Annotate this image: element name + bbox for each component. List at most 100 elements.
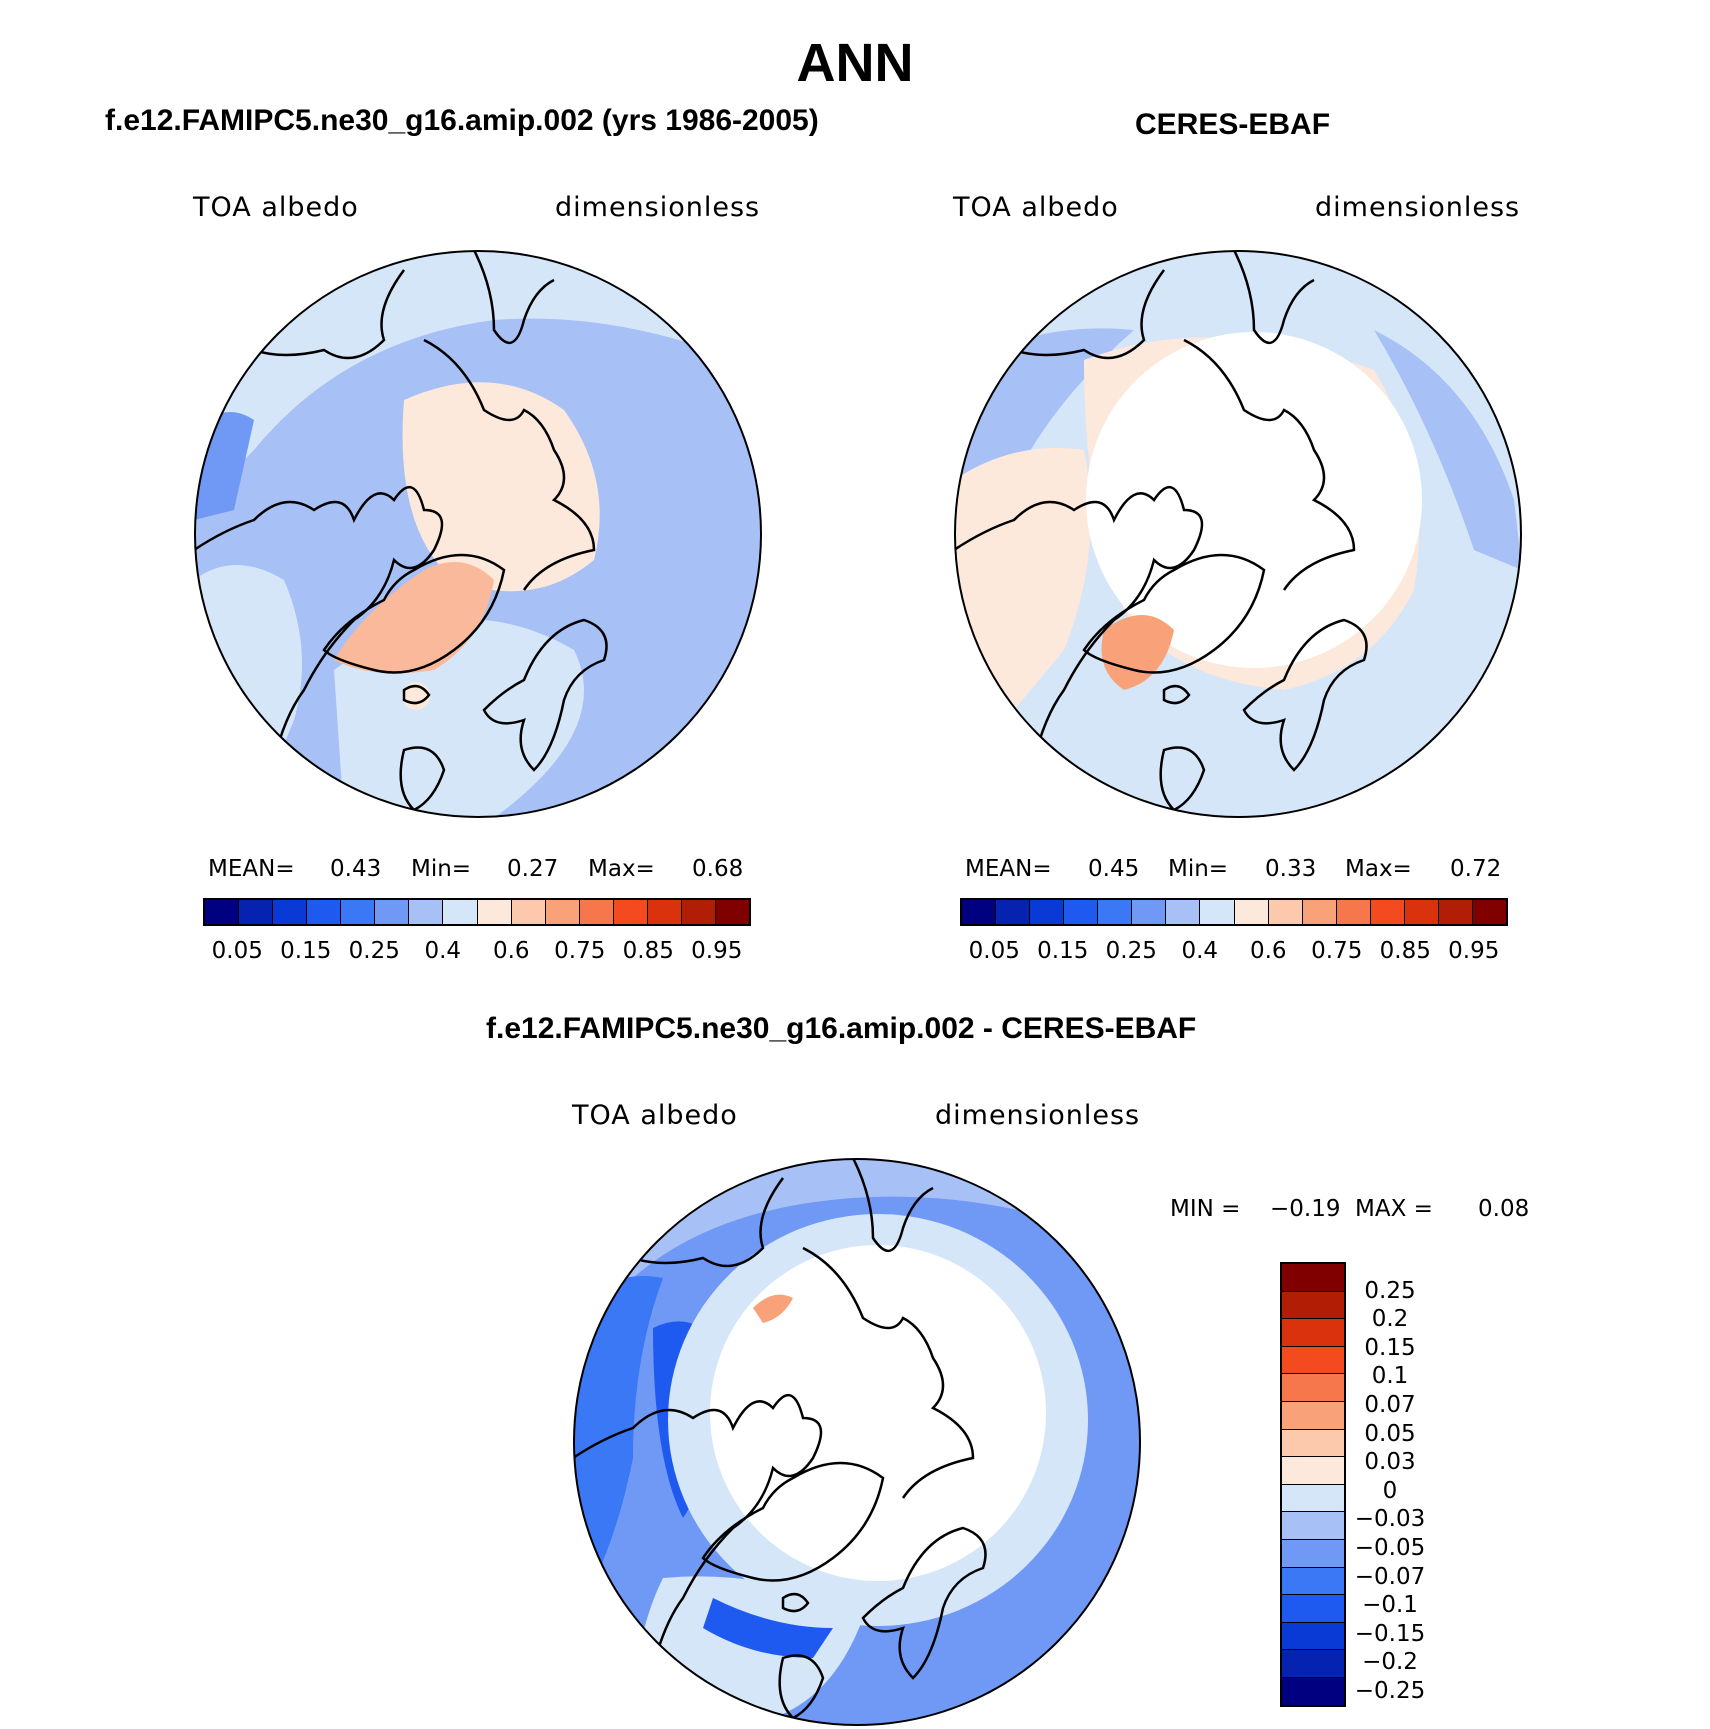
diff-max-label: MAX = — [1355, 1196, 1433, 1222]
colorbar-swatch — [1282, 1346, 1344, 1375]
colorbar-tick-label: 0.6 — [492, 938, 530, 964]
panel-2-max-label: Max= — [1345, 856, 1412, 882]
colorbar-swatch — [579, 900, 614, 924]
colorbar-swatch — [1438, 900, 1473, 924]
colorbar-swatch — [375, 900, 410, 924]
coastlines — [195, 251, 608, 817]
colorbar-tick-label: 0 — [1382, 1477, 1398, 1504]
colorbar-tick-label: −0.07 — [1354, 1563, 1426, 1590]
greenland-region — [334, 562, 494, 674]
colorbar-swatch — [239, 900, 274, 924]
colorbar-tick-label: 0.25 — [1105, 938, 1157, 964]
colorbar-swatch — [647, 900, 682, 924]
colorbar-swatch — [1132, 900, 1167, 924]
colorbar-tick-label: 0.4 — [424, 938, 462, 964]
colorbar-swatch — [1064, 900, 1099, 924]
colorbar-tick-label: 0.05 — [968, 938, 1020, 964]
colorbar-tick-label: 0.1 — [1371, 1363, 1409, 1390]
panel-2-min-label: Min= — [1168, 856, 1229, 882]
colorbar-swatch — [1234, 900, 1269, 924]
figure-title: ANN — [796, 33, 914, 93]
colorbar-tick-label: 0.05 — [1364, 1420, 1416, 1447]
colorbar-swatch — [715, 900, 749, 924]
colorbar-tick-label: −0.25 — [1354, 1678, 1426, 1704]
panel-2-colorbar — [960, 898, 1508, 926]
colorbar-swatch — [1282, 1622, 1344, 1651]
panel-2-mean-value: 0.45 — [1088, 856, 1140, 882]
colorbar-swatch — [511, 900, 546, 924]
colorbar-swatch — [1282, 1429, 1344, 1458]
colorbar-swatch — [1302, 900, 1337, 924]
colorbar-swatch — [1268, 900, 1303, 924]
colorbar-swatch — [1282, 1319, 1344, 1347]
colorbar-swatch — [1282, 1677, 1344, 1705]
panel-2-max-value: 0.72 — [1450, 856, 1502, 882]
colorbar-swatch — [996, 900, 1031, 924]
colorbar-tick-label: 0.25 — [348, 938, 400, 964]
colorbar-swatch — [962, 900, 997, 924]
colorbar-tick-label: 0.15 — [1364, 1334, 1416, 1361]
panel-1-min-label: Min= — [411, 856, 472, 882]
panel-1-variable-label: TOA albedo — [193, 192, 359, 223]
panel-1-mean-label: MEAN= — [208, 856, 295, 882]
siberia-region — [1374, 330, 1521, 570]
panel-1-colorbar — [203, 898, 751, 926]
colorbar-swatch — [1472, 900, 1506, 924]
coastlines — [574, 1159, 987, 1725]
panel-1-polar-map — [194, 250, 762, 818]
colorbar-tick-label: −0.15 — [1354, 1620, 1426, 1647]
colorbar-swatch — [1030, 900, 1065, 924]
panel-2-colorbar-ticks: 0.05 0.15 0.25 0.4 0.6 0.75 0.85 0.95 — [960, 938, 1508, 968]
panel-2-units-label: dimensionless — [1315, 192, 1521, 223]
panel-2-min-value: 0.33 — [1265, 856, 1317, 882]
colorbar-swatch — [409, 900, 444, 924]
diff-min-label: MIN = — [1170, 1196, 1241, 1222]
north-atlantic-diff-deep — [703, 1598, 833, 1658]
panel-2-polar-map — [954, 250, 1522, 818]
panel-1-max-label: Max= — [588, 856, 655, 882]
diff-panel-variable-label: TOA albedo — [572, 1100, 738, 1131]
colorbar-tick-label: 0.03 — [1364, 1449, 1416, 1476]
panel-2-title: CERES-EBAF — [1135, 108, 1331, 141]
diff-panel-title: f.e12.FAMIPC5.ne30_g16.amip.002 - CERES-… — [486, 1012, 1197, 1045]
colorbar-swatch — [1166, 900, 1201, 924]
arctic-ice-region — [402, 382, 600, 592]
colorbar-tick-label: 0.95 — [1448, 938, 1500, 964]
diff-panel-units-label: dimensionless — [935, 1100, 1141, 1131]
diff-colorbar — [1280, 1262, 1346, 1707]
colorbar-tick-label: 0.85 — [1379, 938, 1431, 964]
colorbar-tick-label: 0.95 — [691, 938, 743, 964]
colorbar-swatch — [273, 900, 308, 924]
colorbar-swatch — [1282, 1650, 1344, 1678]
colorbar-swatch — [681, 900, 716, 924]
colorbar-tick-label: 0.85 — [622, 938, 674, 964]
pacific-diff-strong — [574, 1276, 663, 1618]
diff-min-value: −0.19 — [1270, 1196, 1341, 1222]
colorbar-swatch — [1282, 1291, 1344, 1320]
colorbar-tick-label: 0.05 — [211, 938, 263, 964]
coastlines — [955, 251, 1368, 817]
colorbar-tick-label: −0.1 — [1362, 1592, 1418, 1619]
colorbar-swatch — [1336, 900, 1371, 924]
no-data-region — [1086, 332, 1422, 668]
panel-1-title: f.e12.FAMIPC5.ne30_g16.amip.002 (yrs 198… — [105, 104, 819, 137]
colorbar-tick-label: −0.05 — [1354, 1535, 1426, 1561]
colorbar-swatch — [1404, 900, 1439, 924]
panel-1-units-label: dimensionless — [555, 192, 761, 223]
colorbar-swatch — [443, 900, 478, 924]
canada-region — [195, 565, 302, 817]
panel-2-variable-label: TOA albedo — [953, 192, 1119, 223]
panel-1-colorbar-ticks: 0.05 0.15 0.25 0.4 0.6 0.75 0.85 0.95 — [203, 938, 751, 968]
diff-colorbar-ticks: 0.25 0.2 0.15 0.1 0.07 0.05 0.03 0 −0.03 −0.05 −0.… — [1350, 1262, 1440, 1722]
greenland-south-region — [1101, 615, 1174, 690]
colorbar-swatch — [1200, 900, 1235, 924]
no-data-region — [710, 1245, 1046, 1581]
canada-warm-region — [955, 448, 1091, 710]
colorbar-swatch — [1282, 1539, 1344, 1568]
colorbar-tick-label: −0.2 — [1362, 1649, 1418, 1676]
alaska-positive-diff — [753, 1294, 793, 1323]
diff-panel-polar-map — [573, 1158, 1141, 1726]
colorbar-tick-label: 0.15 — [280, 938, 332, 964]
colorbar-tick-label: 0.75 — [1311, 938, 1363, 964]
colorbar-swatch — [307, 900, 342, 924]
